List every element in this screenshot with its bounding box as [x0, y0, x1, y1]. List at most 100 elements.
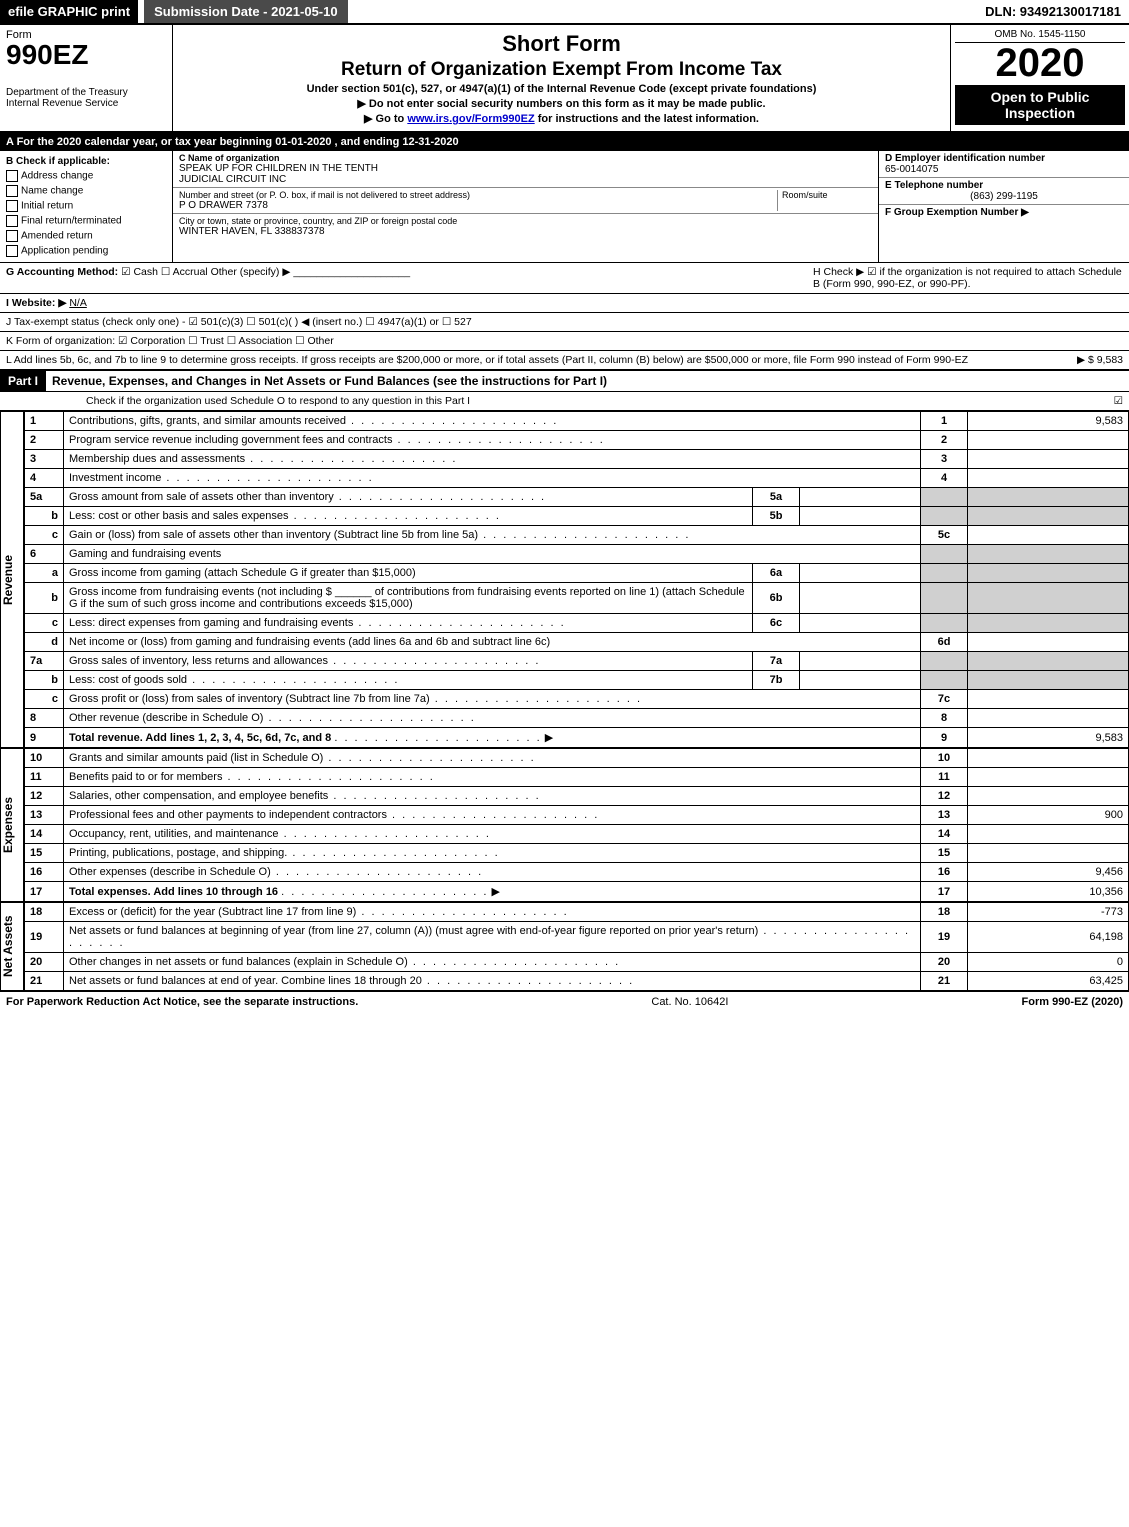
header-center: Short Form Return of Organization Exempt…	[173, 25, 950, 131]
subtitle-2: ▶ Do not enter social security numbers o…	[179, 97, 944, 110]
page-footer: For Paperwork Reduction Act Notice, see …	[0, 991, 1129, 1012]
d-label: D Employer identification number	[885, 153, 1123, 164]
net-assets-table: 18Excess or (deficit) for the year (Subt…	[24, 902, 1129, 991]
row-14: 14Occupancy, rent, utilities, and mainte…	[25, 825, 1129, 844]
row-7c: cGross profit or (loss) from sales of in…	[25, 690, 1129, 709]
org-name-2: JUDICIAL CIRCUIT INC	[179, 174, 872, 185]
row-15: 15Printing, publications, postage, and s…	[25, 844, 1129, 863]
row-5b: bLess: cost or other basis and sales exp…	[25, 507, 1129, 526]
street-label: Number and street (or P. O. box, if mail…	[179, 190, 777, 200]
ein: 65-0014075	[885, 164, 1123, 175]
f-label: F Group Exemption Number ▶	[885, 207, 1029, 218]
chk-initial[interactable]: Initial return	[6, 200, 166, 212]
section-b: B Check if applicable: Address change Na…	[0, 151, 173, 262]
row-6d: dNet income or (loss) from gaming and fu…	[25, 633, 1129, 652]
revenue-tab: Revenue	[0, 411, 24, 748]
row-6c: cLess: direct expenses from gaming and f…	[25, 614, 1129, 633]
row-5a: 5aGross amount from sale of assets other…	[25, 488, 1129, 507]
net-assets-section: Net Assets 18Excess or (deficit) for the…	[0, 902, 1129, 991]
row-20: 20Other changes in net assets or fund ba…	[25, 953, 1129, 972]
b-heading: B Check if applicable:	[6, 156, 166, 167]
header-right: OMB No. 1545-1150 2020 Open to Public In…	[950, 25, 1129, 131]
line-h: H Check ▶ ☑ if the organization is not r…	[813, 266, 1123, 290]
row-6a: aGross income from gaming (attach Schedu…	[25, 564, 1129, 583]
row-16: 16Other expenses (describe in Schedule O…	[25, 863, 1129, 882]
row-9: 9Total revenue. Add lines 1, 2, 3, 4, 5c…	[25, 728, 1129, 748]
line-j: J Tax-exempt status (check only one) - ☑…	[0, 313, 1129, 332]
line-g: G Accounting Method: ☑ Cash ☐ Accrual Ot…	[6, 266, 410, 290]
part-1-check: Check if the organization used Schedule …	[0, 392, 1129, 411]
chk-pending[interactable]: Application pending	[6, 245, 166, 257]
phone: (863) 299-1195	[885, 191, 1123, 202]
form-header: Form 990EZ Department of the Treasury In…	[0, 25, 1129, 133]
main-title: Return of Organization Exempt From Incom…	[179, 59, 944, 81]
part-1-title: Revenue, Expenses, and Changes in Net As…	[46, 371, 1129, 391]
g-cash[interactable]: ☑ Cash	[121, 266, 158, 278]
row-12: 12Salaries, other compensation, and empl…	[25, 787, 1129, 806]
subtitle-1: Under section 501(c), 527, or 4947(a)(1)…	[179, 83, 944, 95]
row-21: 21Net assets or fund balances at end of …	[25, 972, 1129, 991]
irs-link[interactable]: www.irs.gov/Form990EZ	[407, 113, 534, 125]
row-11: 11Benefits paid to or for members11	[25, 768, 1129, 787]
part-1-header: Part I Revenue, Expenses, and Changes in…	[0, 370, 1129, 392]
city: WINTER HAVEN, FL 338837378	[179, 226, 872, 237]
form-number: 990EZ	[6, 41, 166, 69]
row-4: 4Investment income4	[25, 469, 1129, 488]
efile-badge[interactable]: efile GRAPHIC print	[0, 0, 138, 23]
row-17: 17Total expenses. Add lines 10 through 1…	[25, 882, 1129, 902]
row-18: 18Excess or (deficit) for the year (Subt…	[25, 903, 1129, 922]
section-def: D Employer identification number 65-0014…	[878, 151, 1129, 262]
e-label: E Telephone number	[885, 180, 1123, 191]
chk-final[interactable]: Final return/terminated	[6, 215, 166, 227]
row-5c: cGain or (loss) from sale of assets othe…	[25, 526, 1129, 545]
row-a-tax-year: A For the 2020 calendar year, or tax yea…	[0, 133, 1129, 151]
row-3: 3Membership dues and assessments3	[25, 450, 1129, 469]
line-l: L Add lines 5b, 6c, and 7b to line 9 to …	[0, 351, 1129, 370]
line-k: K Form of organization: ☑ Corporation ☐ …	[0, 332, 1129, 351]
room-label: Room/suite	[777, 190, 872, 211]
part-1-tag: Part I	[0, 371, 46, 391]
c-name-label: C Name of organization	[179, 153, 872, 163]
city-label: City or town, state or province, country…	[179, 216, 872, 226]
expenses-tab: Expenses	[0, 748, 24, 902]
chk-name[interactable]: Name change	[6, 185, 166, 197]
row-19: 19Net assets or fund balances at beginni…	[25, 922, 1129, 953]
revenue-section: Revenue 1Contributions, gifts, grants, a…	[0, 411, 1129, 748]
line-l-value: ▶ $ 9,583	[1067, 354, 1123, 366]
header-left: Form 990EZ Department of the Treasury In…	[0, 25, 173, 131]
top-bar: efile GRAPHIC print Submission Date - 20…	[0, 0, 1129, 25]
row-8: 8Other revenue (describe in Schedule O)8	[25, 709, 1129, 728]
info-grid: B Check if applicable: Address change Na…	[0, 151, 1129, 263]
street: P O DRAWER 7378	[179, 200, 777, 211]
row-6b: bGross income from fundraising events (n…	[25, 583, 1129, 614]
row-2: 2Program service revenue including gover…	[25, 431, 1129, 450]
open-inspection: Open to Public Inspection	[955, 85, 1125, 125]
revenue-table: 1Contributions, gifts, grants, and simil…	[24, 411, 1129, 748]
sub3-suffix: for instructions and the latest informat…	[535, 113, 759, 125]
net-assets-tab: Net Assets	[0, 902, 24, 991]
org-name-1: SPEAK UP FOR CHILDREN IN THE TENTH	[179, 163, 872, 174]
dept-treasury: Department of the Treasury	[6, 87, 166, 98]
footer-right: Form 990-EZ (2020)	[1022, 996, 1123, 1008]
sub3-prefix: ▶ Go to	[364, 113, 407, 125]
footer-left: For Paperwork Reduction Act Notice, see …	[6, 996, 358, 1008]
subtitle-3: ▶ Go to www.irs.gov/Form990EZ for instru…	[179, 112, 944, 125]
part1-checkbox[interactable]: ☑	[1114, 395, 1123, 407]
g-accrual[interactable]: ☐ Accrual	[161, 266, 208, 278]
dln: DLN: 93492130017181	[977, 0, 1129, 23]
footer-cat: Cat. No. 10642I	[651, 996, 728, 1008]
website-value: N/A	[69, 297, 87, 309]
irs-label: Internal Revenue Service	[6, 98, 166, 109]
row-6: 6Gaming and fundraising events	[25, 545, 1129, 564]
submission-date: Submission Date - 2021-05-10	[144, 0, 348, 23]
chk-amended[interactable]: Amended return	[6, 230, 166, 242]
expenses-table: 10Grants and similar amounts paid (list …	[24, 748, 1129, 902]
chk-address[interactable]: Address change	[6, 170, 166, 182]
line-i: I Website: ▶ N/A	[0, 294, 1129, 313]
g-other[interactable]: Other (specify) ▶	[211, 266, 291, 278]
row-7b: bLess: cost of goods sold7b	[25, 671, 1129, 690]
row-1: 1Contributions, gifts, grants, and simil…	[25, 412, 1129, 431]
row-10: 10Grants and similar amounts paid (list …	[25, 749, 1129, 768]
line-g-h: G Accounting Method: ☑ Cash ☐ Accrual Ot…	[0, 263, 1129, 294]
expenses-section: Expenses 10Grants and similar amounts pa…	[0, 748, 1129, 902]
